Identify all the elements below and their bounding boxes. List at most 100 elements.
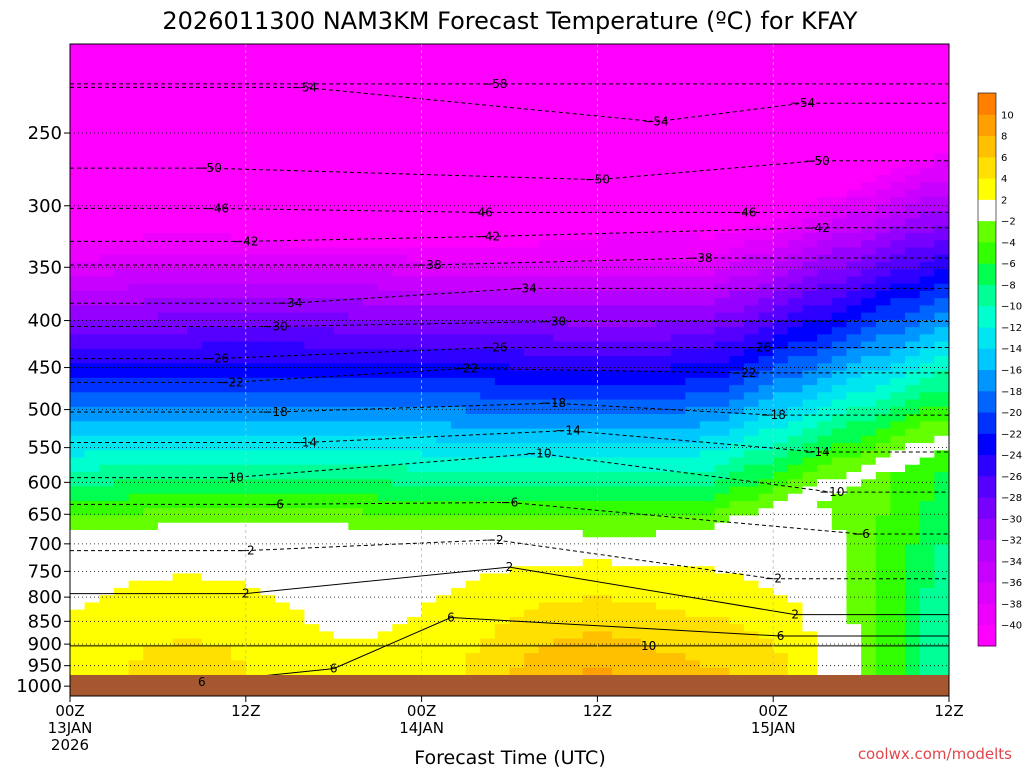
temp-cell [524, 188, 540, 197]
temp-cell [406, 630, 423, 639]
temp-cell [670, 152, 686, 161]
temp-cell [216, 391, 232, 400]
temp-cell [480, 659, 496, 668]
temp-cell [406, 138, 423, 147]
temp-cell [201, 543, 218, 552]
temp-cell [128, 420, 144, 429]
temp-cell [861, 297, 877, 306]
temp-cell [480, 616, 496, 625]
temp-cell [494, 377, 511, 386]
temp-cell [568, 442, 584, 451]
temp-cell [275, 348, 291, 357]
temp-cell [231, 210, 247, 219]
temp-cell [714, 326, 730, 335]
temp-cell [348, 326, 364, 335]
temp-cell [729, 616, 745, 625]
temp-cell [831, 44, 848, 52]
temp-cell [70, 623, 86, 632]
temp-cell [861, 493, 877, 501]
temp-cell [656, 239, 672, 248]
temp-cell [377, 543, 393, 552]
temp-cell [84, 616, 100, 625]
temp-cell [275, 341, 291, 349]
temp-cell [377, 304, 393, 313]
temp-cell [597, 152, 613, 161]
temp-cell [524, 493, 540, 501]
temp-cell [787, 543, 804, 552]
temp-cell [817, 616, 833, 625]
temp-cell [348, 167, 364, 175]
temp-cell [275, 370, 291, 378]
temp-cell [99, 652, 115, 661]
temp-cell [348, 478, 364, 487]
temp-cell [817, 94, 833, 103]
temp-cell [568, 435, 584, 444]
temp-cell [289, 551, 305, 559]
temp-cell [187, 138, 203, 147]
temp-cell [450, 167, 467, 175]
temp-cell [861, 514, 877, 523]
temp-cell [84, 565, 100, 574]
temp-cell [450, 130, 467, 139]
temp-cell [377, 333, 393, 342]
temp-cell [861, 580, 877, 588]
temp-cell [363, 565, 379, 574]
temp-cell [128, 232, 144, 241]
temp-cell [758, 638, 774, 646]
temp-cell [406, 72, 423, 81]
temp-cell [465, 594, 481, 603]
temp-cell [714, 203, 730, 212]
temp-cell [143, 319, 159, 328]
temp-cell [392, 181, 408, 190]
temp-cell [612, 572, 628, 581]
temp-cell [348, 65, 364, 74]
temp-cell [231, 116, 247, 125]
temp-cell [861, 109, 877, 118]
temp-cell [216, 413, 232, 422]
temp-cell [846, 601, 862, 610]
temp-cell [641, 478, 657, 487]
temp-cell [538, 246, 555, 255]
temp-cell [817, 51, 833, 60]
temp-cell [304, 652, 320, 661]
temp-cell [333, 609, 349, 617]
temp-cell [846, 355, 862, 364]
temp-cell [436, 384, 452, 393]
temp-cell [626, 391, 642, 400]
temp-cell [524, 551, 540, 559]
temp-cell [743, 297, 760, 306]
temp-cell [201, 427, 218, 436]
temp-cell [656, 333, 672, 342]
temp-cell [787, 398, 804, 407]
temp-cell [817, 174, 833, 183]
temp-cell [406, 181, 423, 190]
temp-cell [406, 362, 423, 371]
temp-cell [494, 493, 511, 501]
temp-cell [436, 333, 452, 342]
temp-cell [304, 283, 320, 291]
temp-cell [670, 203, 686, 212]
temp-cell [128, 116, 144, 125]
temp-cell [626, 601, 642, 610]
temp-cell [831, 667, 848, 675]
temp-cell [553, 87, 569, 96]
temp-cell [802, 413, 818, 422]
temp-cell [743, 471, 760, 480]
temp-cell [568, 427, 584, 436]
temp-cell [656, 138, 672, 147]
temp-cell [685, 152, 701, 161]
temp-cell [275, 225, 291, 233]
temp-cell [245, 65, 262, 74]
temp-cell [275, 594, 291, 603]
temp-cell [480, 51, 496, 60]
temp-cell [421, 391, 437, 400]
temp-cell [582, 377, 598, 386]
temp-cell [699, 427, 716, 436]
temp-cell [714, 616, 730, 625]
temp-cell [99, 116, 115, 125]
temp-cell [480, 225, 496, 233]
temp-cell [348, 152, 364, 161]
temp-cell [802, 109, 818, 118]
temp-cell [568, 174, 584, 183]
temp-cell [465, 188, 481, 197]
